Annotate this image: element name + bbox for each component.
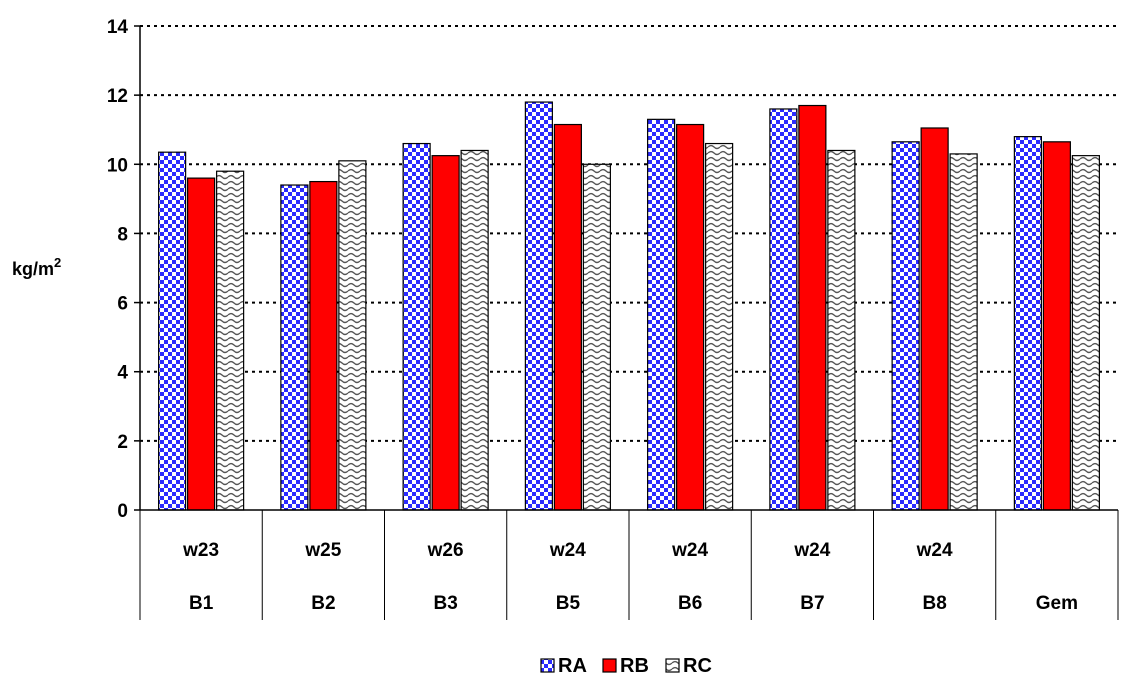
bar-rc-b3 [461, 150, 488, 510]
x-category-label: B7 [800, 593, 824, 614]
legend-swatch-rc [666, 659, 679, 672]
x-week-label: w25 [304, 540, 341, 561]
bar-rc-gem [1072, 156, 1099, 510]
x-week-label: w23 [182, 540, 219, 561]
bar-ra-gem [1014, 137, 1041, 510]
y-tick-label: 8 [117, 224, 128, 245]
legend-label-rb: RB [620, 655, 649, 677]
legend: RA RB RC [541, 655, 712, 677]
bars [159, 102, 1100, 510]
bar-ra-b6 [648, 119, 675, 510]
bar-rc-b5 [583, 164, 610, 510]
bar-rb-b8 [921, 128, 948, 510]
x-category-label: B1 [189, 593, 214, 614]
x-week-label: w26 [427, 540, 464, 561]
x-week-label: w24 [793, 540, 830, 561]
x-week-label: w24 [916, 540, 953, 561]
y-tick-label: 0 [117, 501, 128, 522]
y-axis-label-superscript: 2 [54, 255, 61, 270]
y-tick-label: 4 [117, 363, 128, 384]
bar-rc-b2 [339, 161, 366, 510]
bar-rb-b5 [554, 125, 581, 510]
y-axis-label: kg/m2 [12, 255, 61, 279]
bar-rc-b7 [828, 150, 855, 510]
x-category-label: B3 [433, 593, 457, 614]
x-category-label: B8 [922, 593, 946, 614]
x-category-label: B5 [556, 593, 581, 614]
bar-rc-b1 [217, 171, 244, 510]
legend-label-rc: RC [683, 655, 712, 677]
bar-ra-b8 [892, 142, 919, 510]
bar-ra-b5 [525, 102, 552, 510]
bar-ra-b1 [159, 152, 186, 510]
bar-rc-b6 [706, 144, 733, 510]
bar-rb-b2 [310, 182, 337, 510]
bar-rb-b1 [188, 178, 215, 510]
bar-rb-b6 [677, 125, 704, 510]
bar-ra-b7 [770, 109, 797, 510]
y-tick-label: 14 [107, 17, 129, 38]
x-category-label: B2 [311, 593, 335, 614]
y-tick-label: 12 [107, 86, 128, 107]
bar-ra-b2 [281, 185, 308, 510]
bar-ra-b3 [403, 144, 430, 510]
x-week-label: w24 [671, 540, 708, 561]
bar-rc-b8 [950, 154, 977, 510]
bar-rb-b7 [799, 106, 826, 510]
y-tick-label: 2 [117, 432, 128, 453]
legend-swatch-rb [603, 659, 616, 672]
y-tick-label: 6 [117, 294, 128, 315]
bar-rb-gem [1043, 142, 1070, 510]
bar-rb-b3 [432, 156, 459, 510]
y-tick-label: 10 [107, 155, 128, 176]
legend-swatch-ra [541, 659, 554, 672]
x-week-label: w24 [549, 540, 586, 561]
x-category-label: B6 [678, 593, 702, 614]
x-category-label: Gem [1036, 593, 1078, 614]
legend-label-ra: RA [558, 655, 587, 677]
